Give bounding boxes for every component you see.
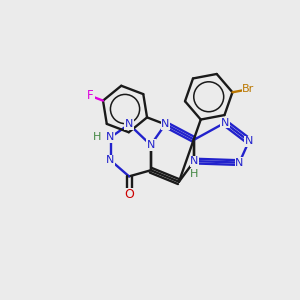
Text: N: N [106, 155, 115, 165]
Text: N: N [190, 156, 198, 166]
Text: N: N [220, 118, 229, 128]
Text: O: O [124, 188, 134, 201]
Text: N: N [235, 158, 244, 168]
Text: H: H [190, 169, 198, 179]
Text: N: N [106, 132, 115, 142]
Text: Br: Br [242, 84, 254, 94]
Text: N: N [161, 119, 170, 129]
Text: N: N [125, 119, 133, 129]
Text: N: N [245, 136, 253, 146]
Text: N: N [147, 140, 155, 150]
Text: F: F [87, 89, 94, 102]
Text: H: H [93, 132, 101, 142]
